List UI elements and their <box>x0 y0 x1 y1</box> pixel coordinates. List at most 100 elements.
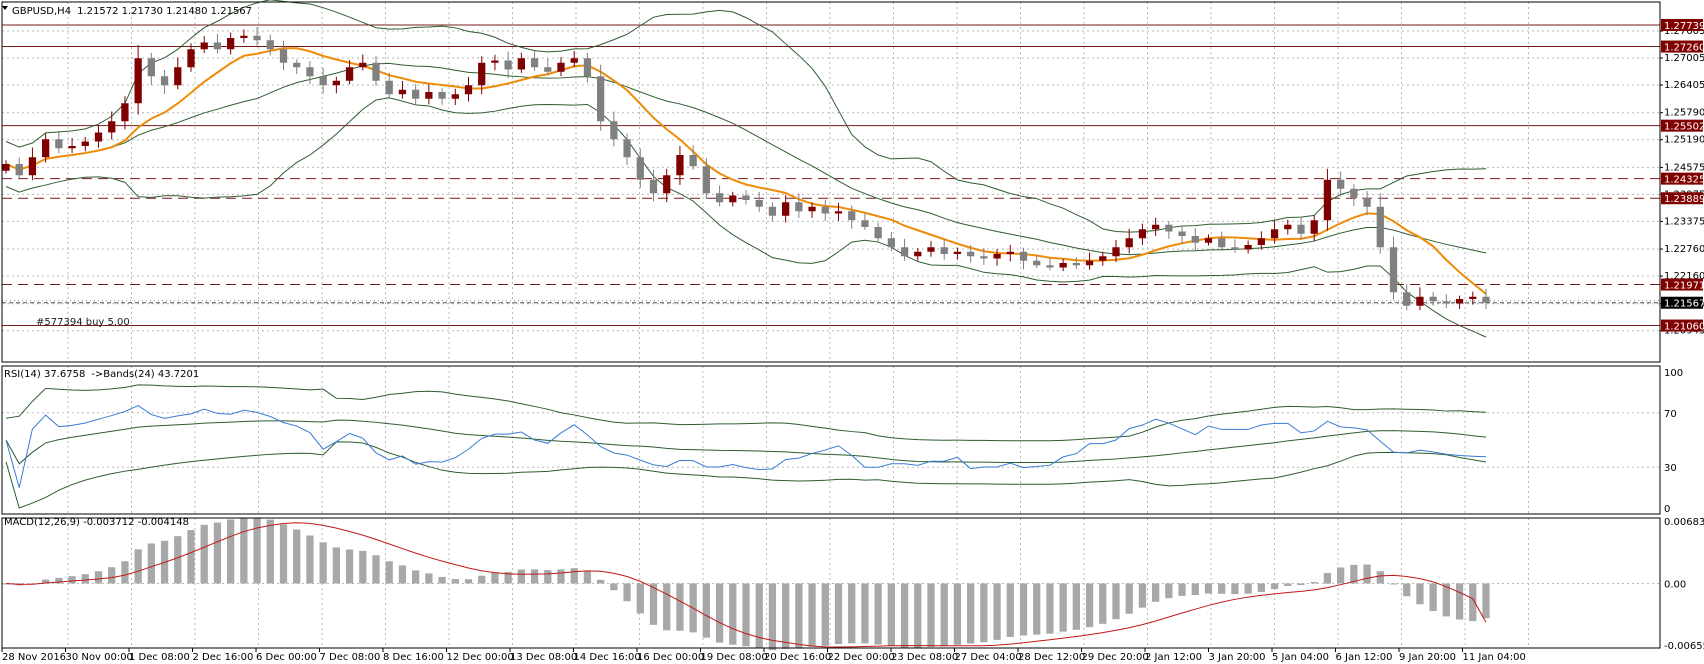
macd-histogram-bar <box>42 579 50 584</box>
candle-bull <box>121 103 129 122</box>
candle-bull <box>914 251 922 257</box>
macd-histogram-bar <box>980 583 988 643</box>
time-tick-label: 12 Dec 00:00 <box>447 652 514 663</box>
macd-histogram-bar <box>94 571 103 584</box>
candle-bull <box>240 35 248 38</box>
macd-histogram-bar <box>887 583 895 647</box>
price-tick-label: 1.27005 <box>1664 53 1704 64</box>
candle-bull <box>1284 224 1292 230</box>
candle-bear <box>1178 231 1186 236</box>
macd-histogram-bar <box>1337 567 1345 584</box>
macd-histogram-bar <box>702 583 710 638</box>
time-tick-label: 2 Jan 12:00 <box>1145 652 1202 663</box>
candle-bull <box>927 247 935 252</box>
candle-bear <box>385 80 393 95</box>
order-label[interactable]: #577394 buy 5.00 <box>36 317 130 328</box>
candle-bear <box>319 76 327 86</box>
macd-histogram-bar <box>359 550 367 584</box>
macd-histogram-bar <box>900 583 909 649</box>
macd-histogram-bar <box>464 579 473 584</box>
candle-bear <box>1350 188 1358 198</box>
macd-histogram-bar <box>610 583 618 591</box>
macd-histogram-bar <box>1244 583 1252 594</box>
candle-bear <box>848 211 856 221</box>
macd-histogram-bar <box>834 583 843 645</box>
candle-bear <box>530 58 539 68</box>
candle-bear <box>755 200 763 207</box>
candle-bull <box>1455 299 1464 304</box>
macd-histogram-bar <box>1019 583 1028 636</box>
candle-bull <box>729 195 737 203</box>
macd-histogram-bar <box>266 519 274 584</box>
candle-bear <box>583 58 592 77</box>
macd-histogram-bar <box>768 583 777 651</box>
level-price-tag: 1.27260 <box>1664 43 1704 54</box>
candle-bull <box>557 62 565 72</box>
macd-histogram-bar <box>504 571 512 584</box>
candle-bull <box>174 67 182 86</box>
macd-histogram-bar <box>755 583 763 649</box>
price-tick-label: 1.25790 <box>1664 108 1704 119</box>
macd-histogram-bar <box>1297 583 1305 586</box>
macd-histogram-bar <box>293 529 301 584</box>
current-price-tag: 1.21567 <box>1664 299 1704 310</box>
macd-histogram-bar <box>1165 583 1173 599</box>
macd-histogram-bar <box>1033 583 1041 635</box>
candle-bull <box>28 157 37 176</box>
candle-bear <box>940 247 948 254</box>
level-price-tag: 1.23889 <box>1664 194 1704 205</box>
candle-bear <box>1072 263 1080 266</box>
candle-bear <box>795 202 803 212</box>
level-price-tag: 1.25502 <box>1664 122 1704 133</box>
candle-bear <box>742 195 750 200</box>
candle-bull <box>782 202 790 216</box>
time-tick-label: 23 Dec 08:00 <box>891 652 958 663</box>
price-tick-label: 1.22760 <box>1664 244 1704 255</box>
candle-bear <box>1165 224 1173 232</box>
macd-histogram-bar <box>1469 583 1477 622</box>
candle-bear <box>967 251 975 257</box>
candle-bear <box>900 247 909 257</box>
candle-bear <box>1033 260 1041 266</box>
macd-histogram-bar <box>306 535 314 584</box>
candle-bull <box>464 85 473 95</box>
macd-histogram-bar <box>1442 583 1450 617</box>
candle-bear <box>372 62 380 81</box>
candle-bull <box>68 146 76 149</box>
macd-histogram-bar <box>412 570 420 584</box>
macd-histogram-bar <box>583 570 592 584</box>
candle-bull <box>359 62 367 68</box>
macd-pane <box>2 517 1490 651</box>
candle-bull <box>1323 179 1332 221</box>
macd-tick-label: 0.00 <box>1664 579 1686 590</box>
macd-histogram-bar <box>861 583 869 644</box>
time-tick-label: 20 Dec 16:00 <box>764 652 831 663</box>
macd-histogram-bar <box>1125 583 1133 614</box>
macd-histogram-bar <box>134 549 142 584</box>
candle-bull <box>425 92 433 99</box>
candle-bear <box>1231 247 1239 250</box>
time-tick-label: 6 Dec 00:00 <box>256 652 317 663</box>
macd-histogram-bar <box>1072 583 1080 630</box>
candle-bear <box>147 58 155 77</box>
candle-bull <box>187 49 195 68</box>
time-tick-label: 1 Dec 08:00 <box>129 652 190 663</box>
candle-bear <box>1442 301 1450 304</box>
candle-bull <box>1270 229 1279 239</box>
candle-bull <box>1416 296 1424 306</box>
level-price-tag-bg <box>1661 192 1703 205</box>
time-tick-label: 16 Dec 00:00 <box>637 652 704 663</box>
candle-bear <box>874 227 882 239</box>
time-tick-label: 2 Dec 16:00 <box>193 652 254 663</box>
candle-bear <box>649 179 658 194</box>
macd-histogram-bar <box>1429 583 1437 612</box>
candle-bull <box>1138 229 1147 239</box>
rsi-tick-label: 100 <box>1664 368 1683 379</box>
macd-histogram-bar <box>1006 583 1014 637</box>
macd-histogram-bar <box>108 567 116 584</box>
collapse-triangle-icon[interactable] <box>2 6 8 10</box>
candle-bull <box>1125 238 1133 248</box>
macd-histogram-bar <box>808 583 816 647</box>
macd-histogram-bar <box>874 583 882 645</box>
